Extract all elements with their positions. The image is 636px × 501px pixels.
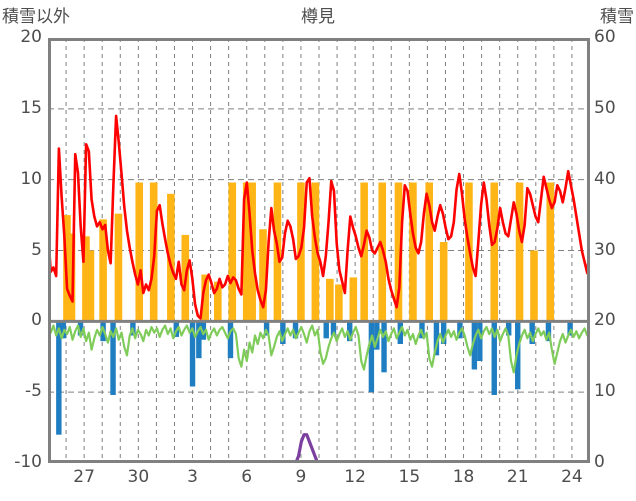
right-tick-40: 40: [594, 168, 616, 189]
right-axis-title: 積雪: [600, 7, 634, 27]
bottom-tick-27: 27: [73, 467, 95, 487]
precipitation-bar: [440, 321, 447, 344]
right-tick-10: 10: [594, 381, 616, 402]
bottom-tick-24: 24: [561, 467, 583, 487]
sunshine-bar: [409, 182, 417, 322]
bottom-tick-12: 12: [344, 467, 366, 487]
sunshine-bar: [360, 182, 368, 322]
precipitation-bar: [280, 321, 286, 344]
bottom-tick-9: 9: [295, 467, 307, 487]
precipitation-bar: [110, 321, 116, 395]
sunshine-bar: [490, 182, 499, 322]
sunshine-bar: [135, 182, 144, 322]
sunshine-bar: [228, 182, 237, 322]
sunshine-bar: [214, 281, 222, 322]
right-tick-30: 30: [594, 239, 616, 260]
sunshine-bar: [167, 193, 175, 322]
sunshine-bar: [311, 182, 320, 322]
left-axis-title: 積雪以外: [2, 7, 70, 27]
precipitation-bar: [374, 321, 380, 350]
precipitation-bar: [433, 321, 440, 356]
sunshine-bar: [515, 182, 524, 322]
left-tick--5: -5: [25, 381, 42, 402]
sunshine-bar: [394, 182, 403, 322]
left-tick-20: 20: [20, 27, 42, 47]
precipitation-bar: [292, 321, 299, 339]
sunshine-bar: [530, 250, 538, 322]
left-tick-15: 15: [20, 97, 42, 118]
sunshine-bar: [201, 274, 209, 322]
precipitation-bar: [515, 321, 521, 390]
sunshine-bar: [439, 242, 448, 322]
precipitation-bar: [189, 321, 196, 387]
precipitation-bar: [56, 321, 62, 435]
sunshine-bar: [99, 219, 107, 322]
precipitation-bar: [196, 321, 202, 359]
sunshine-bar: [546, 182, 555, 322]
plot-frame: [48, 38, 590, 463]
bottom-tick-3: 3: [187, 467, 198, 487]
sunshine-bar: [67, 233, 76, 322]
precipitation-bar: [368, 321, 375, 393]
precipitation-bar: [263, 321, 270, 336]
precipitation-bar: [477, 321, 483, 361]
precipitation-bar: [545, 321, 552, 342]
sunshine-bar: [242, 182, 251, 322]
precipitation-bar: [505, 321, 512, 336]
precipitation-bar: [330, 321, 337, 336]
precipitation-bar: [227, 321, 234, 359]
bottom-tick-21: 21: [506, 467, 529, 487]
wind-line: [48, 324, 590, 374]
bottom-tick-18: 18: [452, 467, 475, 487]
precipitation-bar: [567, 321, 573, 336]
bottom-tick-15: 15: [398, 467, 421, 487]
sunshine-bar: [259, 229, 267, 322]
sunshine-bar: [86, 250, 95, 322]
precipitation-bar: [200, 321, 207, 340]
precipitation-bars: [56, 321, 573, 435]
sunshine-bar: [349, 277, 358, 322]
left-tick-10: 10: [20, 168, 42, 189]
plot-area: [48, 38, 590, 463]
left-tick--10: -10: [14, 452, 42, 472]
bottom-tick-30: 30: [127, 467, 150, 487]
right-tick-20: 20: [594, 310, 616, 331]
precipitation-bar: [347, 321, 353, 342]
sunshine-bar: [335, 284, 343, 322]
sunshine-bar: [425, 182, 434, 322]
left-tick-0: 0: [31, 310, 42, 331]
left-tick-5: 5: [31, 239, 42, 260]
precipitation-bar: [491, 321, 497, 395]
precipitation-bar: [381, 321, 387, 373]
sunshine-bar: [82, 236, 90, 322]
right-tick-60: 60: [594, 27, 616, 47]
sunshine-bar: [326, 278, 334, 322]
bottom-tick-6: 6: [241, 467, 253, 487]
page-title: 樽見: [301, 7, 335, 27]
precipitation-bar: [77, 321, 84, 336]
right-tick-0: 0: [594, 452, 605, 472]
precipitation-bar: [323, 321, 329, 339]
precipitation-bar: [529, 321, 535, 344]
temperature-line: [48, 114, 590, 320]
right-tick-50: 50: [594, 97, 616, 118]
precipitation-bar: [471, 321, 478, 370]
sunshine-bar: [114, 213, 123, 322]
chart-canvas: [48, 38, 590, 463]
